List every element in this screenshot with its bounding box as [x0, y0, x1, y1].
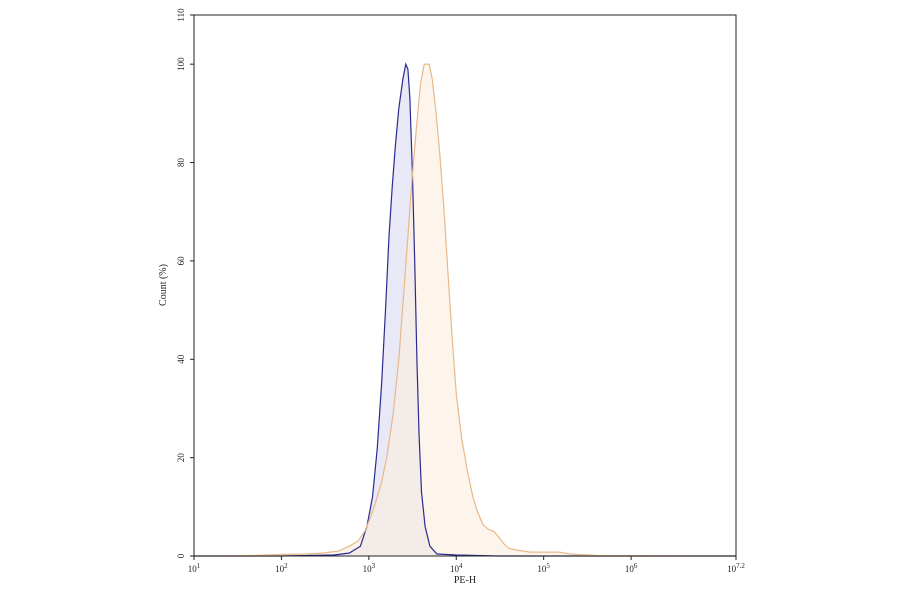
x-tick-label: 107.2	[727, 562, 745, 574]
y-tick-label: 40	[176, 354, 186, 364]
y-tick-label: 0	[176, 553, 186, 558]
y-tick-label: 60	[176, 256, 186, 266]
x-tick-label: 104	[450, 562, 463, 574]
x-tick-label: 106	[625, 562, 638, 574]
x-axis-title: PE-H	[454, 575, 476, 586]
y-tick-label: 100	[176, 57, 186, 71]
y-tick-label: 20	[176, 453, 186, 463]
y-tick-label: 110	[176, 8, 186, 22]
x-tick-label: 103	[363, 562, 376, 574]
y-axis: 0 20 40 60 80 100 110	[176, 8, 194, 558]
plot-frame	[193, 14, 737, 557]
x-tick-label: 101	[188, 562, 201, 574]
series-area-2	[194, 64, 736, 556]
x-axis: 101 102 103 104 105 106 107.2	[188, 556, 745, 574]
series-line-2	[193, 63, 737, 557]
series-layer	[193, 62, 737, 557]
x-tick-label: 105	[537, 562, 550, 574]
x-tick-label: 102	[275, 562, 288, 574]
y-tick-label: 80	[176, 158, 186, 168]
series-line-1	[194, 62, 736, 557]
y-axis-title: Count (%)	[158, 264, 169, 306]
